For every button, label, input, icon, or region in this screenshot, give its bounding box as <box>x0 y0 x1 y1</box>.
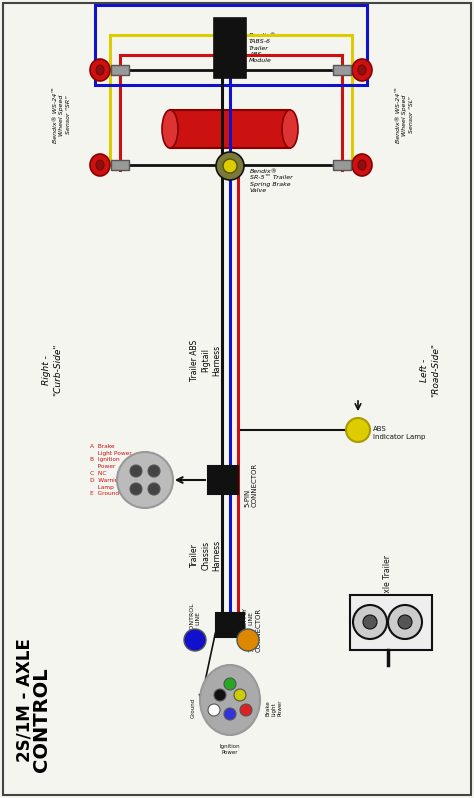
Text: Brake
Light
Power: Brake Light Power <box>266 700 283 717</box>
Bar <box>214 18 246 78</box>
Circle shape <box>240 704 252 716</box>
Circle shape <box>224 708 236 720</box>
Text: 5-PIN
CONNECTOR: 5-PIN CONNECTOR <box>244 463 257 507</box>
Text: Ground: Ground <box>191 698 196 718</box>
Circle shape <box>234 689 246 701</box>
Text: SUPPLY
LINE: SUPPLY LINE <box>242 607 254 629</box>
Text: Bendix® WS-24™
Wheel Speed
Sensor “SL”: Bendix® WS-24™ Wheel Speed Sensor “SL” <box>396 87 414 144</box>
Circle shape <box>216 152 244 180</box>
Circle shape <box>388 605 422 639</box>
Ellipse shape <box>282 110 298 148</box>
Text: 7-PIN
CONNECTOR: 7-PIN CONNECTOR <box>248 608 262 652</box>
Bar <box>333 160 351 170</box>
Text: Left -
"Road-Side": Left - "Road-Side" <box>420 343 440 397</box>
Circle shape <box>148 465 160 477</box>
Text: 2S/1M - AXLE: 2S/1M - AXLE <box>16 638 34 762</box>
Circle shape <box>208 704 220 716</box>
Circle shape <box>398 615 412 629</box>
Circle shape <box>353 605 387 639</box>
Bar <box>350 595 432 650</box>
Ellipse shape <box>90 154 110 176</box>
Circle shape <box>214 689 226 701</box>
Text: Bendix®
SR-5™ Trailer
Spring Brake
Valve: Bendix® SR-5™ Trailer Spring Brake Valve <box>250 169 293 193</box>
Text: ABS
Indicator Lamp: ABS Indicator Lamp <box>373 426 425 440</box>
Circle shape <box>346 418 370 442</box>
Bar <box>333 65 351 75</box>
Bar <box>170 110 290 148</box>
Circle shape <box>117 452 173 508</box>
Circle shape <box>223 159 237 173</box>
Ellipse shape <box>358 160 366 170</box>
Text: Trailer ABS
Pigtail
Harness: Trailer ABS Pigtail Harness <box>191 339 222 381</box>
Text: Bendix®
TABS-6
Trailer
ABS
Module: Bendix® TABS-6 Trailer ABS Module <box>249 33 277 63</box>
Bar <box>216 613 244 637</box>
Text: Ignition
Power: Ignition Power <box>219 744 240 755</box>
Bar <box>111 65 129 75</box>
Bar <box>95 5 367 85</box>
Ellipse shape <box>90 59 110 81</box>
Bar <box>111 160 129 170</box>
Text: Dual Axle Trailer: Dual Axle Trailer <box>383 555 392 618</box>
Ellipse shape <box>352 154 372 176</box>
Ellipse shape <box>358 65 366 75</box>
Circle shape <box>237 629 259 651</box>
Ellipse shape <box>96 160 104 170</box>
Ellipse shape <box>200 665 260 735</box>
Text: Bendix® WS-24™
Wheel Speed
Sensor “SR”: Bendix® WS-24™ Wheel Speed Sensor “SR” <box>53 87 71 144</box>
Ellipse shape <box>162 110 178 148</box>
Text: CONTROL
LINE: CONTROL LINE <box>190 602 201 634</box>
Text: A  Brake
    Light Power
B  Ignition
    Power
C  NC
D  Warning
    Lamp
E  Grou: A Brake Light Power B Ignition Power C N… <box>90 444 132 496</box>
Circle shape <box>130 465 142 477</box>
Ellipse shape <box>96 65 104 75</box>
Bar <box>208 466 238 494</box>
Circle shape <box>184 629 206 651</box>
Ellipse shape <box>352 59 372 81</box>
Text: Right -
"Curb-Side": Right - "Curb-Side" <box>42 344 62 397</box>
Text: CONTROL: CONTROL <box>33 668 52 772</box>
Circle shape <box>130 483 142 495</box>
Circle shape <box>224 678 236 690</box>
Text: Trailer
Chassis
Harness: Trailer Chassis Harness <box>191 539 222 571</box>
Circle shape <box>363 615 377 629</box>
Circle shape <box>148 483 160 495</box>
